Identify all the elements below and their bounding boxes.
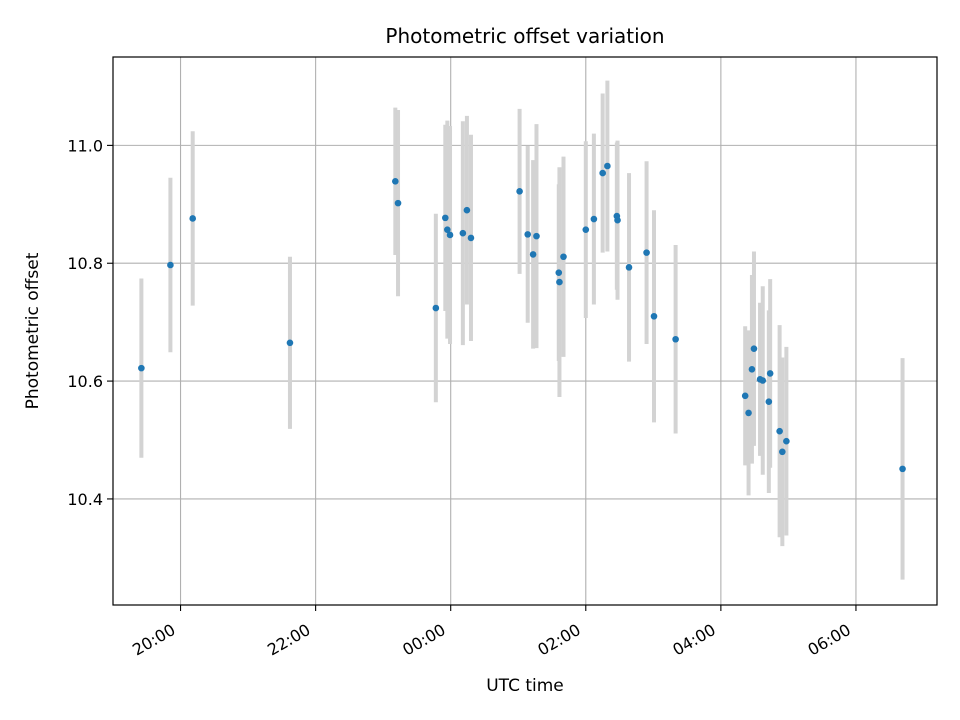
data-point bbox=[750, 345, 758, 352]
data-point bbox=[604, 162, 611, 170]
data-point bbox=[776, 427, 783, 435]
data-point bbox=[138, 364, 145, 372]
data-point bbox=[599, 169, 606, 177]
data-point bbox=[529, 251, 537, 258]
data-point bbox=[394, 199, 402, 207]
data-point bbox=[650, 312, 658, 320]
y-tick-label: 10.6 bbox=[67, 372, 103, 391]
data-point bbox=[614, 216, 621, 224]
y-tick-label: 10.4 bbox=[67, 490, 103, 509]
data-point bbox=[524, 231, 532, 238]
data-point bbox=[459, 229, 467, 237]
data-point bbox=[467, 234, 475, 242]
data-point bbox=[555, 269, 563, 276]
data-point bbox=[432, 304, 440, 312]
y-tick-label: 10.8 bbox=[67, 254, 103, 273]
chart-title: Photometric offset variation bbox=[385, 24, 664, 48]
data-point bbox=[625, 264, 633, 271]
data-point bbox=[672, 335, 679, 343]
data-point bbox=[516, 188, 523, 195]
plot-frame bbox=[112, 56, 938, 606]
data-point bbox=[446, 231, 454, 239]
data-point bbox=[463, 206, 471, 214]
data-point bbox=[765, 398, 773, 406]
data-point bbox=[582, 226, 590, 233]
data-point bbox=[643, 249, 650, 256]
data-point bbox=[759, 377, 767, 384]
data-point bbox=[745, 409, 752, 417]
data-point bbox=[392, 178, 399, 185]
data-point bbox=[748, 366, 756, 373]
data-point bbox=[783, 437, 790, 445]
data-point bbox=[556, 278, 563, 286]
y-axis-ticks: 10.4 10.6 10.8 11.0 bbox=[67, 136, 113, 509]
data-point bbox=[442, 214, 449, 222]
data-points bbox=[138, 162, 906, 473]
y-tick-label: 11.0 bbox=[67, 136, 103, 155]
data-point bbox=[779, 448, 786, 456]
data-point bbox=[560, 253, 567, 261]
x-axis-title: UTC time bbox=[486, 676, 564, 696]
data-point bbox=[286, 339, 294, 347]
data-point bbox=[741, 392, 749, 400]
y-axis-title: Photometric offset bbox=[23, 252, 43, 409]
data-point bbox=[444, 226, 451, 233]
data-point bbox=[533, 232, 540, 240]
data-point bbox=[766, 370, 774, 377]
data-point bbox=[189, 215, 196, 222]
data-point bbox=[590, 215, 598, 223]
data-point bbox=[899, 465, 906, 473]
data-point bbox=[167, 261, 174, 269]
